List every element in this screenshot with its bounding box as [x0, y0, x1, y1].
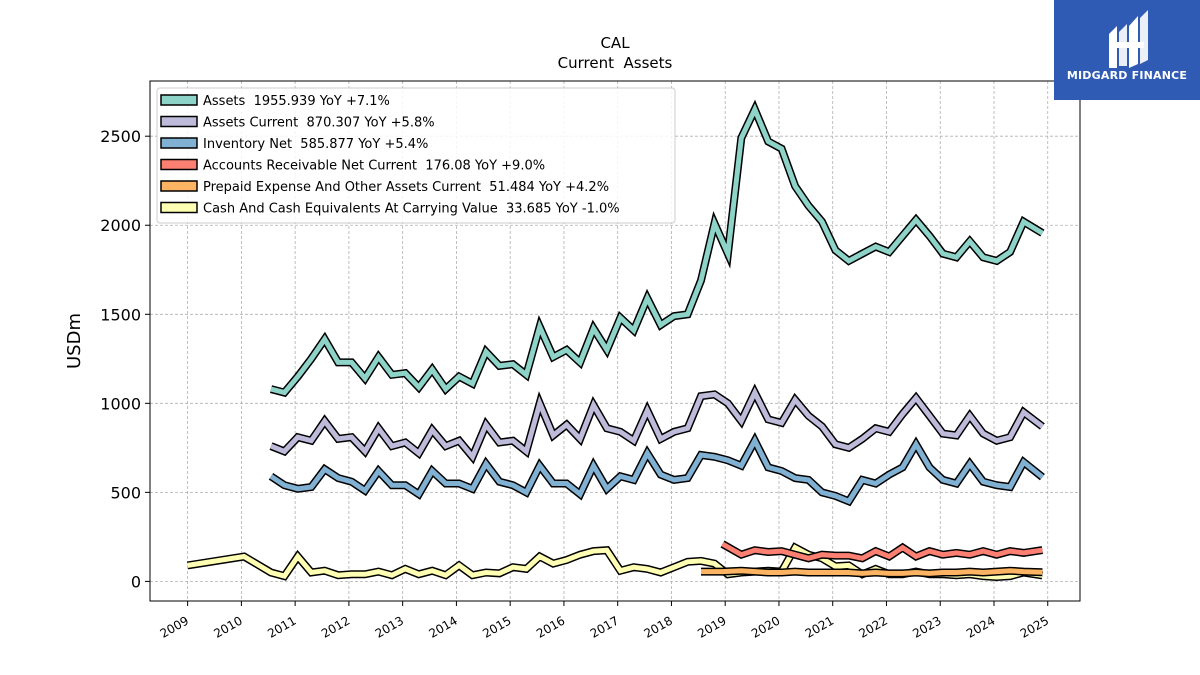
series-line [270, 386, 1044, 462]
series-line [270, 103, 1044, 396]
y-tick-label: 1000 [100, 394, 141, 413]
y-axis-label: USDm [64, 313, 85, 369]
y-tick-label: 2000 [100, 216, 141, 235]
brand-mark-icon [1109, 10, 1148, 68]
x-tick-label: 2016 [534, 613, 567, 640]
plot-frame [149, 80, 1081, 602]
legend-swatch [160, 180, 198, 192]
x-tick-label: 2017 [588, 613, 621, 640]
legend-entry: Cash And Cash Equivalents At Carrying Va… [203, 202, 620, 217]
brand-name: MIDGARD FINANCE [1066, 69, 1188, 82]
legend-swatch [160, 115, 198, 128]
x-tick-label: 2021 [803, 613, 836, 640]
series-line [721, 541, 1043, 561]
x-tick-label: 2012 [319, 613, 352, 640]
series-line [269, 435, 1044, 505]
legend-entry: Inventory Net 585.877 YoY +5.4% [203, 137, 428, 152]
x-tick-label: 2024 [964, 613, 997, 640]
chart-subtitle: Current Assets [558, 54, 673, 72]
legend: Assets 1955.939 YoY +7.1% Assets Current … [156, 87, 676, 224]
x-tick-label: 2020 [749, 613, 782, 640]
x-tick-label: 2025 [1018, 613, 1051, 640]
y-tick-label: 500 [110, 483, 141, 502]
x-tick-label: 2018 [641, 613, 674, 640]
x-tick-label: 2014 [426, 613, 459, 640]
legend-swatch [160, 137, 198, 149]
legend-entry: Prepaid Expense And Other Assets Current… [203, 180, 609, 195]
y-tick-label: 0 [131, 572, 141, 591]
x-tick-label: 2011 [265, 613, 298, 640]
x-tick-label: 2015 [480, 613, 513, 640]
series-layer [186, 99, 1045, 582]
legend-entry: Assets Current 870.307 YoY +5.8% [203, 116, 435, 131]
chart-title: CAL [600, 34, 630, 52]
legend-swatch [160, 94, 198, 106]
x-tick-label: 2009 [158, 613, 191, 640]
y-tick-label: 1500 [100, 305, 141, 324]
legend-swatch [160, 201, 198, 214]
legend-entry: Assets 1955.939 YoY +7.1% [203, 94, 390, 109]
x-tick-label: 2010 [211, 613, 244, 640]
series-line [701, 568, 1043, 576]
x-tick-label: 2022 [857, 613, 890, 640]
x-tick-label: 2013 [373, 613, 406, 640]
legend-entry: Accounts Receivable Net Current 176.08 Y… [203, 159, 545, 174]
legend-swatch [160, 158, 198, 171]
brand-logo: MIDGARD FINANCE [1054, 0, 1200, 100]
y-tick-label: 2500 [100, 127, 141, 146]
x-tick-label: 2023 [910, 613, 943, 640]
x-tick-label: 2019 [695, 613, 728, 640]
legend-box [156, 87, 676, 224]
